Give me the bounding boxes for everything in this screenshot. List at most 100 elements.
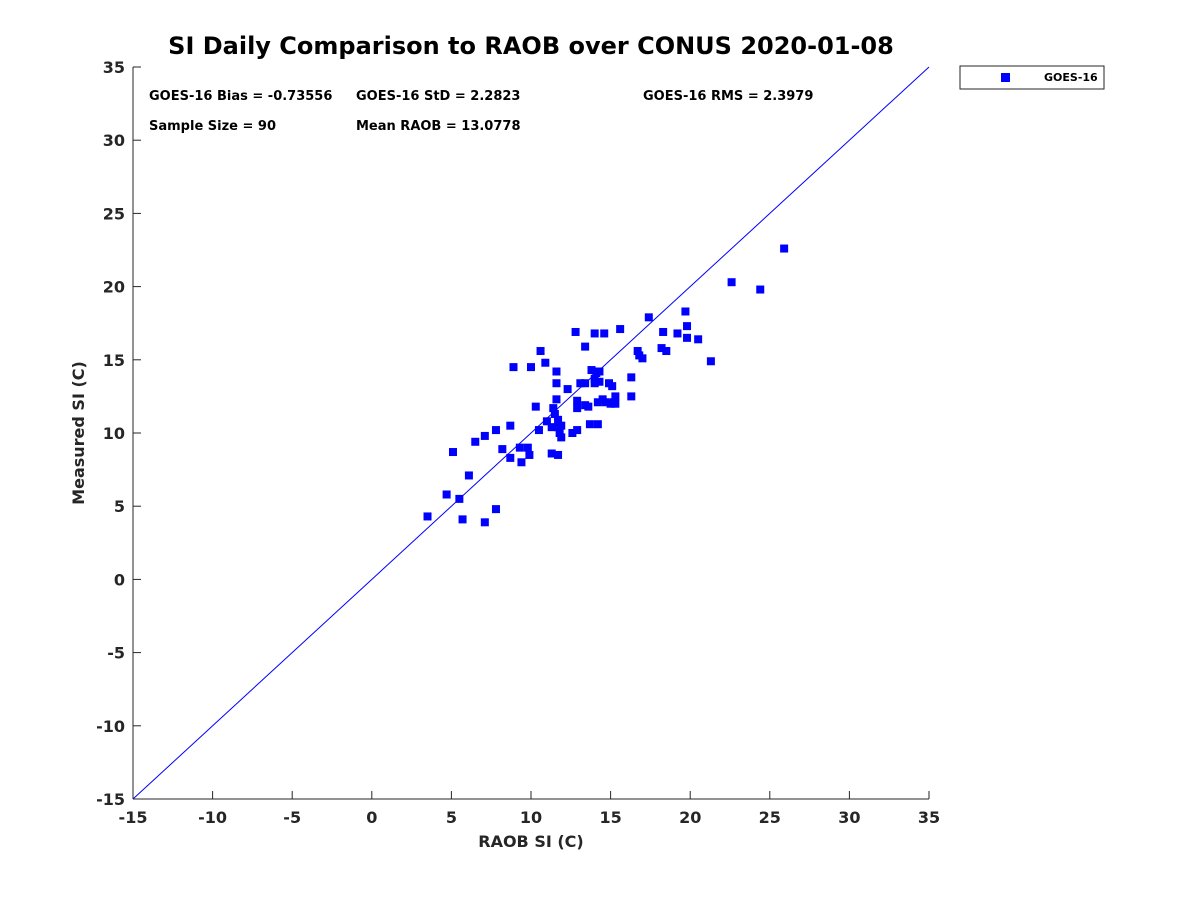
data-point <box>576 379 585 388</box>
data-point <box>480 431 489 440</box>
data-point <box>627 392 636 401</box>
data-point <box>523 443 532 452</box>
chart-title: SI Daily Comparison to RAOB over CONUS 2… <box>168 32 894 60</box>
data-point <box>573 396 582 405</box>
data-point <box>549 404 558 413</box>
data-point <box>590 374 599 383</box>
x-tick-label: 35 <box>918 808 940 827</box>
data-point <box>527 363 535 372</box>
one-to-one-line <box>132 66 930 800</box>
y-tick-label: 35 <box>103 58 125 77</box>
y-tick-label: 25 <box>103 204 125 223</box>
data-point <box>644 313 653 322</box>
data-point <box>557 421 566 430</box>
data-point <box>681 307 690 316</box>
reference-line-group <box>132 66 930 800</box>
data-point <box>584 402 593 411</box>
data-point <box>568 429 577 437</box>
data-point <box>633 347 642 356</box>
data-point <box>550 409 559 418</box>
data-point <box>498 445 507 454</box>
x-axis-ticks: -15 -10 -5 0 5 10 15 20 25 30 35 <box>119 791 940 827</box>
y-axis-label: Measured SI (C) <box>69 361 88 505</box>
y-axis-ticks: -15 -10 -5 0 5 10 15 20 25 30 35 <box>96 58 141 809</box>
data-point <box>595 367 604 376</box>
data-point <box>557 433 566 442</box>
y-tick-label: -10 <box>96 717 125 736</box>
x-tick-label: -15 <box>119 808 148 827</box>
data-point <box>534 426 543 435</box>
stat-sample-size: Sample Size = 90 <box>149 119 276 134</box>
y-tick-label: 5 <box>114 497 125 516</box>
data-point <box>600 329 609 338</box>
data-point <box>552 379 561 388</box>
y-tick-label: 20 <box>103 278 125 297</box>
legend-box <box>959 65 1105 90</box>
data-point <box>552 395 561 404</box>
data-point <box>531 402 540 411</box>
data-point <box>683 322 692 331</box>
data-point <box>662 347 671 356</box>
data-point <box>601 398 610 407</box>
stat-std: GOES-16 StD = 2.2823 <box>356 89 520 104</box>
data-point <box>554 450 563 459</box>
stat-bias: GOES-16 Bias = -0.73556 <box>149 89 332 104</box>
data-point <box>756 285 765 294</box>
data-point <box>627 373 636 382</box>
data-point <box>573 404 582 413</box>
x-axis-label: RAOB SI (C) <box>478 832 583 851</box>
y-tick-label: 15 <box>103 351 125 370</box>
y-tick-label: -5 <box>107 644 125 663</box>
data-point <box>581 379 590 388</box>
legend-marker <box>1001 73 1010 82</box>
stat-mean-raob: Mean RAOB = 13.0778 <box>356 119 521 134</box>
x-tick-label: -10 <box>198 808 227 827</box>
x-tick-label: 10 <box>520 808 542 827</box>
data-point <box>509 363 518 372</box>
data-point <box>587 366 596 375</box>
data-point <box>480 518 489 527</box>
data-point <box>573 426 582 435</box>
x-tick-label: -5 <box>283 808 301 827</box>
y-tick-label: 30 <box>103 131 125 150</box>
data-point <box>491 505 500 514</box>
data-point <box>581 342 590 351</box>
data-point <box>780 244 789 253</box>
data-point <box>525 450 534 459</box>
data-point <box>552 367 561 376</box>
data-point <box>611 399 620 408</box>
data-point <box>555 429 564 437</box>
data-point <box>464 471 473 480</box>
x-tick-label: 5 <box>446 808 457 827</box>
data-point <box>563 385 572 394</box>
data-point <box>659 327 668 336</box>
data-point <box>547 449 556 458</box>
data-points <box>423 244 789 527</box>
data-point <box>448 448 457 457</box>
data-point <box>590 379 599 388</box>
data-point <box>727 278 736 287</box>
data-point <box>554 415 563 424</box>
data-point <box>706 357 715 366</box>
data-point <box>593 420 602 429</box>
data-point <box>593 398 602 407</box>
data-point <box>608 382 617 391</box>
data-point <box>536 347 545 356</box>
data-point <box>585 420 594 429</box>
stat-rms: GOES-16 RMS = 2.3979 <box>643 89 813 104</box>
legend-label-goes16: GOES-16 <box>1044 71 1098 84</box>
data-point <box>423 512 432 521</box>
y-tick-label: 0 <box>114 570 125 589</box>
x-tick-label: 30 <box>838 808 860 827</box>
data-point <box>542 417 551 426</box>
data-point <box>673 329 682 338</box>
data-point <box>506 421 515 430</box>
y-tick-label: -15 <box>96 790 125 809</box>
data-point <box>590 329 599 338</box>
data-point <box>547 423 556 432</box>
y-tick-label: 10 <box>103 424 125 443</box>
data-point <box>571 327 580 336</box>
x-tick-label: 20 <box>679 808 701 827</box>
data-point <box>517 458 526 467</box>
